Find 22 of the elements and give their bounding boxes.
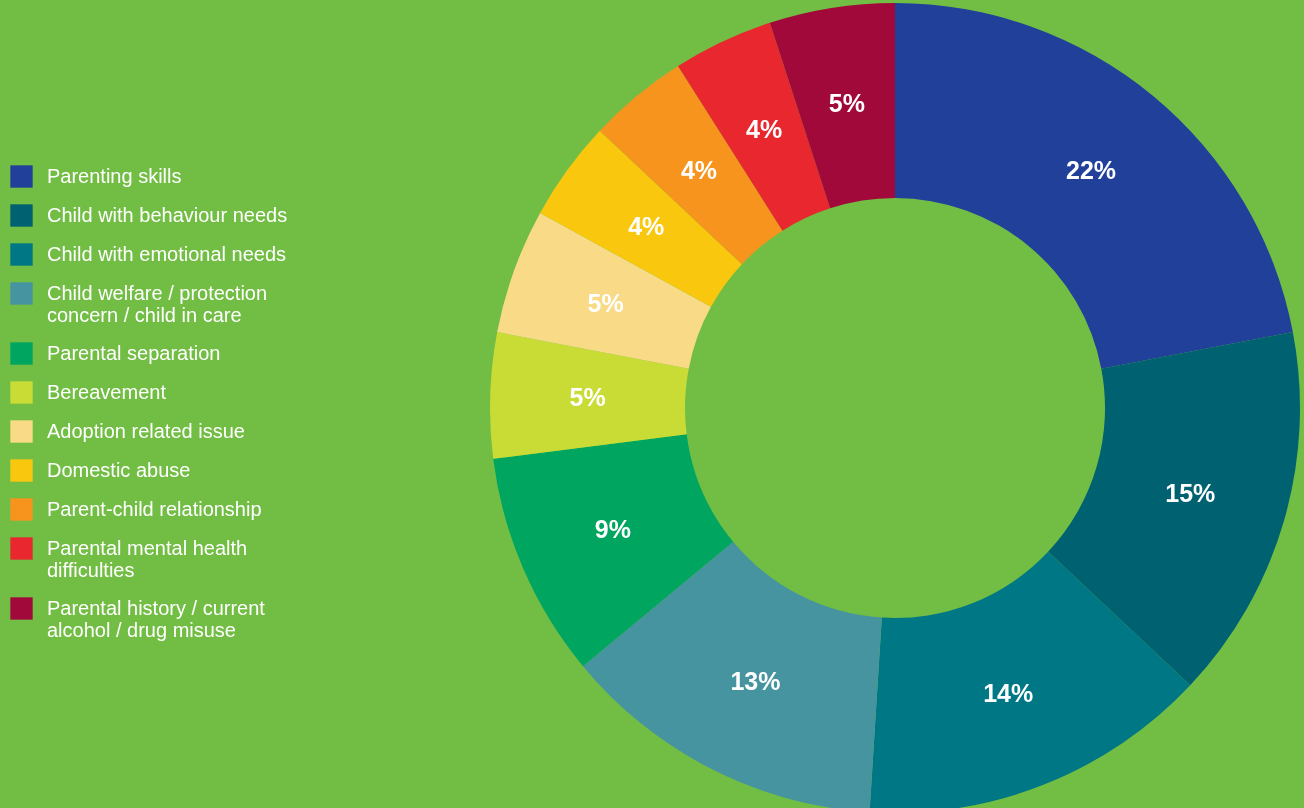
legend-label: Parental mental health difficulties <box>47 536 248 581</box>
legend-label: Child with emotional needs <box>47 242 287 265</box>
legend-label: Bereavement <box>47 380 167 403</box>
data-label: 5% <box>587 288 624 317</box>
data-label: 14% <box>983 678 1034 707</box>
data-label: 5% <box>569 383 606 412</box>
data-label: 4% <box>746 114 783 143</box>
data-label: 15% <box>1165 478 1216 507</box>
data-label: 13% <box>730 666 781 695</box>
data-label: 5% <box>828 89 865 118</box>
data-label: 22% <box>1065 156 1117 185</box>
legend-label: Adoption related issue <box>47 419 245 442</box>
data-label: 4% <box>680 156 718 185</box>
legend-label: Parental separation <box>47 341 221 364</box>
legend-label: Child welfare / protection concern / child in care <box>47 281 268 326</box>
legend-label: Parental history / current alcohol / drug misuse <box>47 596 266 641</box>
data-label: 9% <box>594 515 631 544</box>
legend-label: Parent-child relationship <box>47 497 262 520</box>
data-label: 4% <box>628 212 665 241</box>
legend-label: Parenting skills <box>47 164 182 187</box>
legend-label: Child with behaviour needs <box>47 203 288 226</box>
legend-label: Domestic abuse <box>47 458 191 481</box>
